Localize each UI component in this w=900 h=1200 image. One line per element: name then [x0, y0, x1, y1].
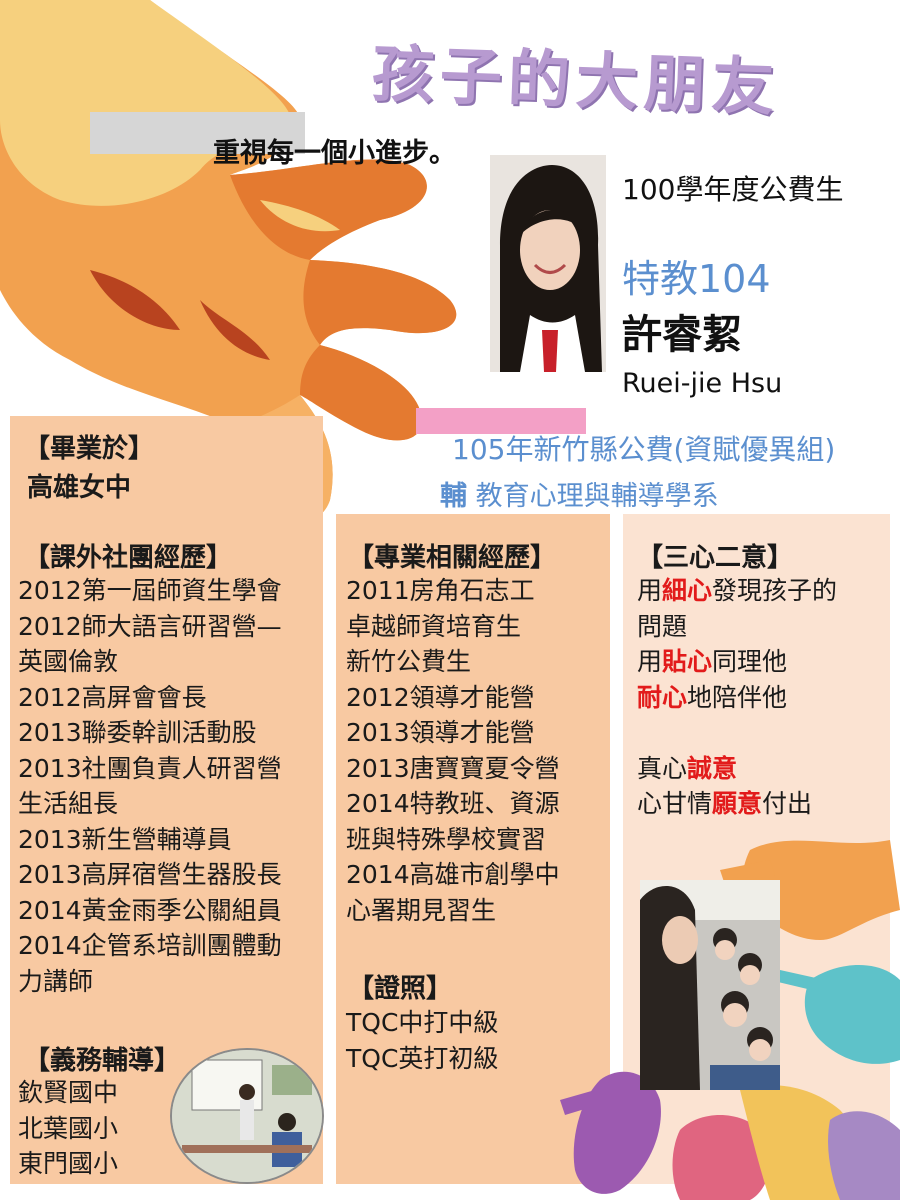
list-item: 欽賢國中: [18, 1078, 119, 1107]
tutoring-list: 欽賢國中 北葉國小 東門國小: [18, 1075, 118, 1182]
list-item: 2012領導才能營: [346, 682, 535, 712]
text: 用: [637, 576, 663, 605]
list-item: TQC中打中級: [346, 1008, 499, 1037]
graduated-heading: 【畢業於】: [24, 434, 155, 464]
text: 同理他: [712, 647, 788, 676]
list-item: 2013唐寶寶夏令營: [346, 753, 560, 783]
pink-highlight-bar: [416, 408, 586, 434]
professional-heading: 【專業相關經歷】: [348, 543, 557, 573]
list-item: 2012高屏會會長: [18, 682, 207, 712]
list-item: TQC英打初級: [346, 1043, 499, 1073]
hearts-line: 心甘情願意付出: [637, 786, 837, 822]
selfie-photo: [640, 880, 780, 1090]
hearts-line: 問題: [637, 611, 688, 641]
list-item: 心署期見習生: [346, 895, 497, 925]
award-line-1: 105年新竹縣公費(資賦優異組): [452, 433, 836, 466]
clubs-list: 2012第一屆師資生學會 2012師大語言研習營— 英國倫敦 2012高屏會會長…: [18, 573, 282, 999]
text: 心甘情: [637, 789, 713, 818]
emphasis: 誠意: [687, 753, 738, 783]
text: 地陪伴他: [687, 682, 788, 712]
emphasis: 願意: [712, 789, 763, 818]
list-item: 2014特教班、資源: [346, 789, 560, 818]
three-hearts-heading: 【三心二意】: [637, 543, 794, 573]
text: 用: [637, 647, 663, 676]
hearts-line: 耐心地陪伴他: [637, 680, 837, 716]
text: 付出: [762, 789, 813, 818]
professional-list: 2011房角石志工 卓越師資培育生 新竹公費生 2012領導才能營 2013領導…: [346, 573, 560, 928]
hearts-line: 用貼心同理他: [637, 644, 837, 680]
text: 真心: [637, 753, 688, 783]
list-item: 卓越師資培育生: [346, 611, 522, 641]
list-item: 2012師大語言研習營—: [18, 611, 282, 641]
list-item: 力講師: [18, 966, 94, 996]
portrait-photo: [490, 155, 606, 372]
graduated-school: 高雄女中: [27, 473, 132, 503]
three-hearts-text: 用細心發現孩子的 問題 用貼心同理他 耐心地陪伴他 真心誠意 心甘情願意付出: [637, 573, 837, 822]
list-item: 北葉國小: [18, 1113, 119, 1143]
hearts-spacer: [637, 715, 837, 751]
list-item: 東門國小: [18, 1149, 119, 1178]
person-name: 許睿絜: [622, 312, 742, 358]
text: 發現孩子的: [712, 576, 838, 605]
list-item: 2013社團負責人研習營: [18, 753, 282, 783]
clubs-heading: 【課外社團經歷】: [24, 543, 233, 573]
list-item: 2012第一屆師資生學會: [18, 576, 282, 605]
license-list: TQC中打中級 TQC英打初級: [346, 1005, 498, 1076]
list-item: 2013高屏宿營生器股長: [18, 860, 282, 889]
hearts-line: 用細心發現孩子的: [637, 573, 837, 609]
list-item: 2013聯委幹訓活動股: [18, 718, 257, 747]
award-minor-dept: 教育心理與輔導學系: [467, 481, 719, 512]
classroom-photo: [170, 1048, 324, 1184]
emphasis: 耐心: [637, 682, 688, 712]
list-item: 2014高雄市創學中: [346, 860, 560, 889]
english-name: Ruei-jie Hsu: [622, 368, 783, 399]
list-item: 2013新生營輔導員: [18, 824, 232, 854]
emphasis: 細心: [662, 576, 713, 605]
colorful-hands-illustration: [560, 840, 900, 1200]
emphasis: 貼心: [662, 647, 713, 676]
list-item: 班與特殊學校實習: [346, 824, 547, 854]
list-item: 2014企管系培訓團體動: [18, 931, 282, 960]
tutoring-heading: 【義務輔導】: [24, 1046, 181, 1076]
list-item: 生活組長: [18, 789, 119, 818]
license-heading: 【證照】: [348, 974, 453, 1004]
poster-title: 孩子的大朋友: [370, 36, 781, 125]
list-item: 新竹公費生: [346, 647, 472, 676]
award-line-2: 輔 教育心理與輔導學系: [440, 474, 719, 513]
hearts-line: 真心誠意: [637, 751, 837, 787]
grey-highlight-bar: [90, 112, 305, 154]
middle-panel: [336, 514, 610, 1184]
list-item: 英國倫敦: [18, 647, 119, 676]
list-item: 2014黃金雨季公關組員: [18, 895, 282, 925]
list-item: 2013領導才能營: [346, 718, 535, 747]
award-minor-prefix: 輔: [440, 481, 467, 512]
scholarship-label: 100學年度公費生: [622, 173, 844, 206]
department-label: 特教104: [622, 257, 771, 301]
list-item: 2011房角石志工: [346, 576, 535, 605]
motto: 重視每一個小進步。: [213, 138, 456, 169]
